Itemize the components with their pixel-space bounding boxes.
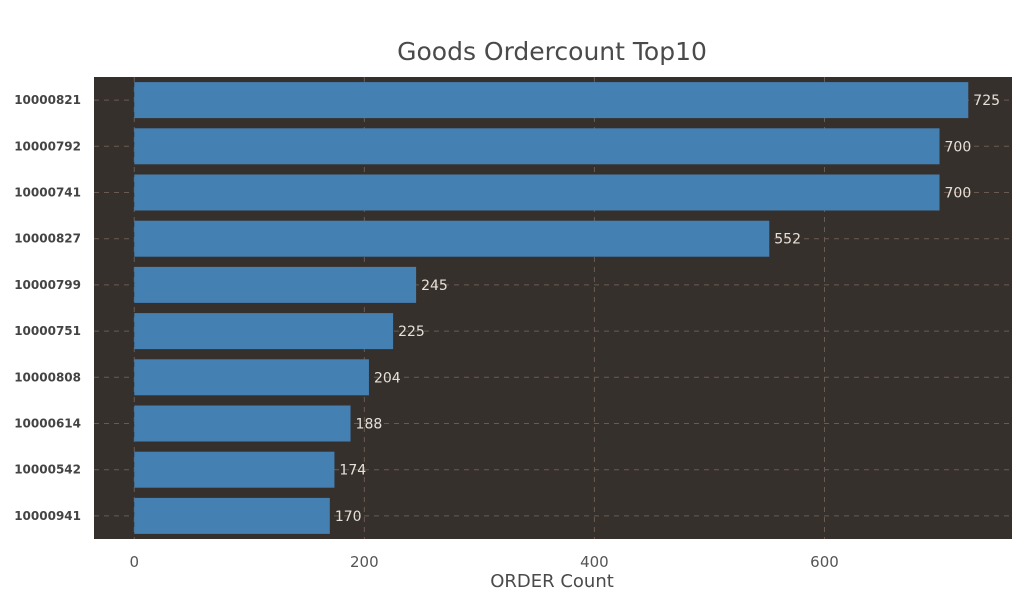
bar — [134, 405, 351, 442]
data-label-layer: 725 700 700 552 245 225 204 188 174 170 — [335, 93, 1000, 525]
y-tick-label: 10000799 — [14, 278, 81, 292]
bar — [134, 313, 394, 350]
data-label: 245 — [421, 278, 448, 294]
bar-layer — [134, 82, 969, 534]
y-tick-label: 10000542 — [14, 463, 81, 477]
y-tick-label: 10000792 — [14, 139, 81, 153]
data-label: 700 — [945, 186, 972, 202]
x-tick-label: 200 — [350, 553, 379, 571]
data-label: 225 — [398, 324, 425, 340]
y-axis-ticks: 10000821 10000792 10000741 10000827 10000799… — [14, 93, 81, 523]
x-tick-label: 400 — [580, 553, 609, 571]
x-axis-label: ORDER Count — [490, 571, 614, 592]
y-tick-label: 10000941 — [14, 509, 81, 523]
bar — [134, 359, 369, 396]
bar — [134, 220, 770, 257]
y-tick-label: 10000751 — [14, 324, 81, 338]
y-tick-label: 10000614 — [14, 417, 81, 431]
x-tick-label: 0 — [129, 553, 139, 571]
y-tick-label: 10000808 — [14, 370, 81, 384]
data-label: 170 — [335, 509, 362, 525]
data-label: 725 — [973, 93, 1000, 109]
bar — [134, 497, 330, 534]
bar — [134, 174, 940, 211]
y-tick-label: 10000741 — [14, 186, 81, 200]
chart-title: Goods Ordercount Top10 — [397, 37, 707, 66]
x-axis-ticks: 0 200 400 600 — [129, 553, 838, 571]
data-label: 552 — [774, 232, 801, 248]
bar — [134, 82, 969, 119]
bar — [134, 266, 417, 303]
bar — [134, 128, 940, 165]
data-label: 188 — [356, 417, 383, 433]
y-tick-label: 10000827 — [14, 232, 81, 246]
y-tick-label: 10000821 — [14, 93, 81, 107]
x-tick-label: 600 — [810, 553, 839, 571]
data-label: 700 — [945, 139, 972, 155]
data-label: 174 — [339, 463, 366, 479]
data-label: 204 — [374, 370, 401, 386]
bar — [134, 451, 335, 488]
